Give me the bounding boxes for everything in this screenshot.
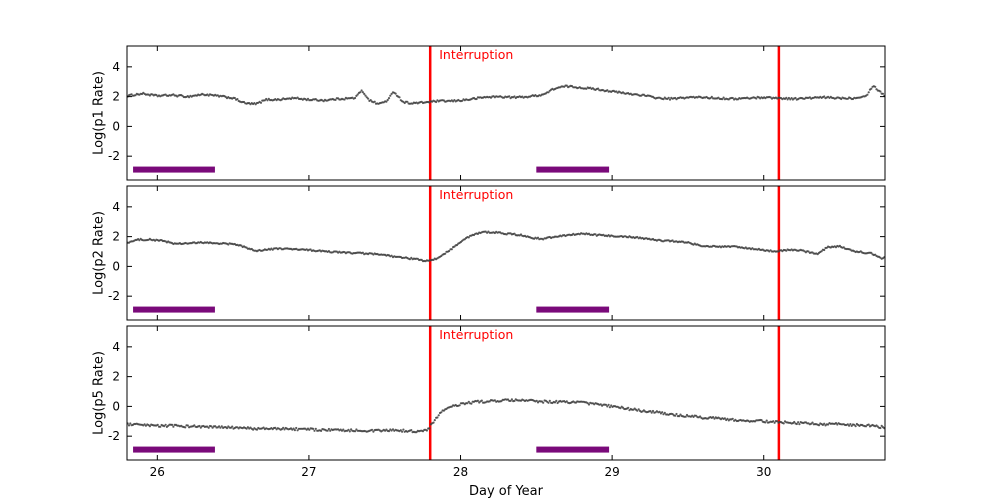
x-tick-label: 28: [453, 465, 468, 479]
x-tick-label: 29: [604, 465, 619, 479]
y-tick-label: -2: [108, 149, 120, 163]
x-tick-label: 27: [301, 465, 316, 479]
y-tick-label: 2: [112, 90, 120, 104]
y-axis-label-p5: Log(p5 Rate): [91, 351, 107, 435]
x-axis-label: Day of Year: [469, 484, 543, 499]
y-axis-label-p1: Log(p1 Rate): [91, 71, 107, 155]
y-tick-label: 4: [112, 60, 120, 74]
y-tick-label: 2: [112, 230, 120, 244]
x-tick-label: 26: [150, 465, 165, 479]
y-tick-label: 0: [112, 119, 120, 133]
y-tick-label: -2: [108, 289, 120, 303]
y-axis-label-p2: Log(p2 Rate): [91, 211, 107, 295]
y-tick-label: 4: [112, 200, 120, 214]
x-tick-label: 30: [756, 465, 771, 479]
interruption-annotation: Interruption: [439, 327, 514, 343]
interruption-annotation: Interruption: [439, 187, 514, 203]
y-tick-label: 2: [112, 370, 120, 384]
y-tick-label: 4: [112, 340, 120, 354]
y-tick-label: 0: [112, 259, 120, 273]
y-tick-label: -2: [108, 429, 120, 443]
interruption-annotation: Interruption: [439, 47, 514, 63]
y-tick-label: 0: [112, 399, 120, 413]
